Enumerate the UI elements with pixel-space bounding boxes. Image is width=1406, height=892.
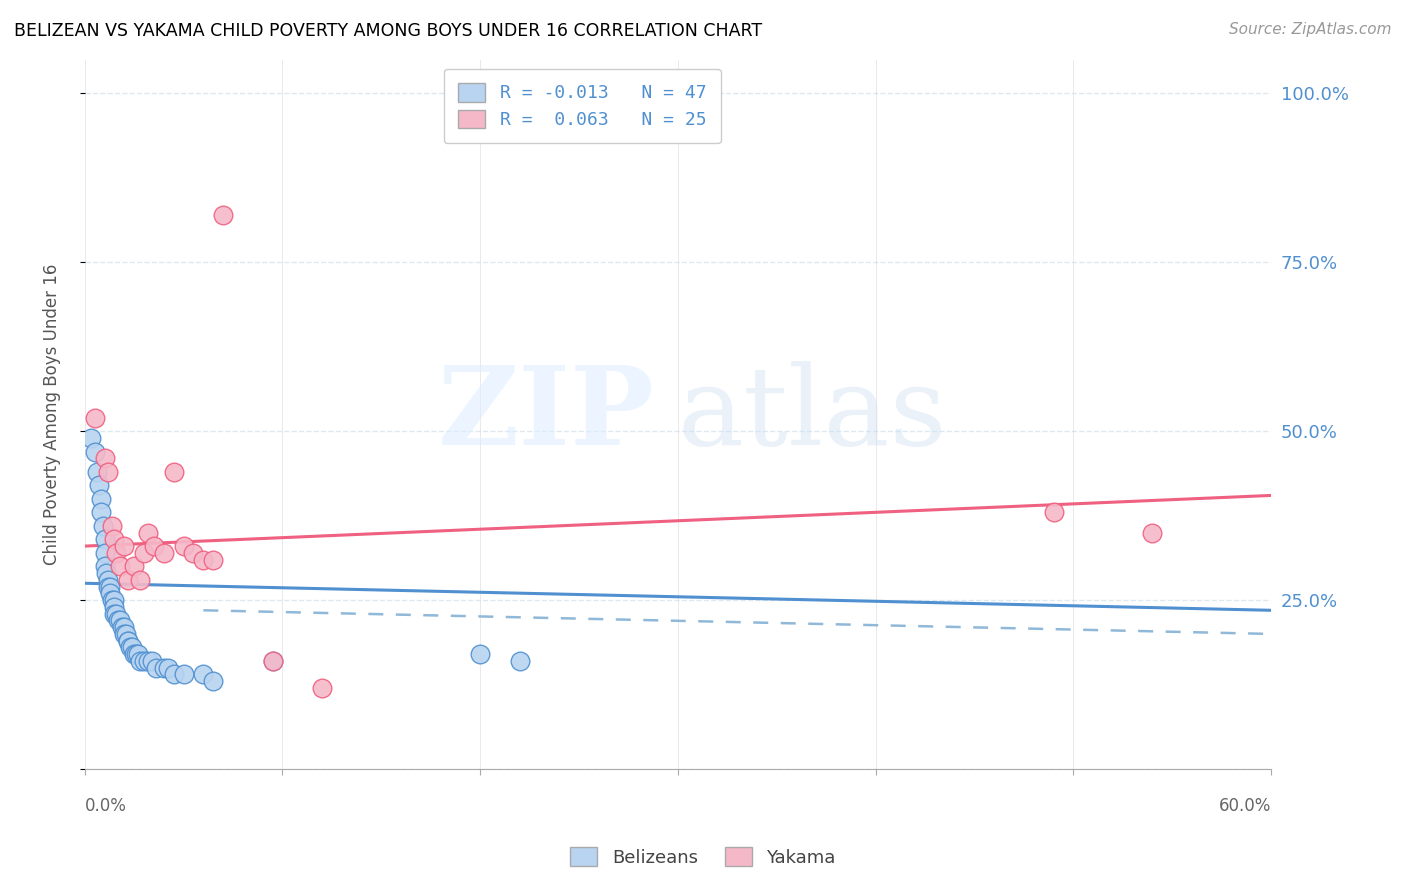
Point xyxy=(173,539,195,553)
Point xyxy=(105,546,128,560)
Point xyxy=(122,647,145,661)
Text: Source: ZipAtlas.com: Source: ZipAtlas.com xyxy=(1229,22,1392,37)
Point xyxy=(132,546,155,560)
Point xyxy=(1142,525,1164,540)
Point xyxy=(311,681,333,695)
Point xyxy=(127,647,149,661)
Legend: R = -0.013   N = 47, R =  0.063   N = 25: R = -0.013 N = 47, R = 0.063 N = 25 xyxy=(444,69,721,144)
Point xyxy=(97,465,120,479)
Point xyxy=(145,661,167,675)
Point xyxy=(86,465,108,479)
Point xyxy=(112,539,135,553)
Point xyxy=(93,546,115,560)
Point xyxy=(97,573,120,587)
Point xyxy=(101,593,124,607)
Point xyxy=(101,518,124,533)
Point xyxy=(100,580,122,594)
Point xyxy=(163,465,186,479)
Point xyxy=(193,552,215,566)
Point xyxy=(96,566,118,581)
Point xyxy=(93,533,115,547)
Y-axis label: Child Poverty Among Boys Under 16: Child Poverty Among Boys Under 16 xyxy=(44,264,60,565)
Point xyxy=(212,208,235,222)
Point xyxy=(122,559,145,574)
Point xyxy=(509,654,531,668)
Point xyxy=(156,661,179,675)
Text: 60.0%: 60.0% xyxy=(1219,797,1271,815)
Point xyxy=(132,654,155,668)
Point xyxy=(87,478,110,492)
Text: ZIP: ZIP xyxy=(437,361,654,467)
Text: BELIZEAN VS YAKAMA CHILD POVERTY AMONG BOYS UNDER 16 CORRELATION CHART: BELIZEAN VS YAKAMA CHILD POVERTY AMONG B… xyxy=(14,22,762,40)
Point xyxy=(90,491,112,506)
Point xyxy=(173,667,195,681)
Point xyxy=(110,559,132,574)
Point xyxy=(79,431,101,445)
Point xyxy=(93,559,115,574)
Point xyxy=(129,654,152,668)
Point xyxy=(262,654,284,668)
Point xyxy=(115,627,138,641)
Point xyxy=(136,525,159,540)
Point xyxy=(262,654,284,668)
Point xyxy=(111,620,134,634)
Point xyxy=(112,627,135,641)
Point xyxy=(112,620,135,634)
Point xyxy=(117,633,139,648)
Point xyxy=(83,410,105,425)
Point xyxy=(129,573,152,587)
Point xyxy=(202,674,225,689)
Point xyxy=(141,654,163,668)
Point xyxy=(142,539,165,553)
Point xyxy=(105,607,128,621)
Point xyxy=(153,661,176,675)
Point xyxy=(103,607,125,621)
Point xyxy=(163,667,186,681)
Point xyxy=(136,654,159,668)
Point xyxy=(90,505,112,519)
Point xyxy=(120,640,142,655)
Point xyxy=(103,533,125,547)
Point xyxy=(202,552,225,566)
Point xyxy=(183,546,205,560)
Point xyxy=(93,451,115,466)
Point xyxy=(470,647,492,661)
Point xyxy=(100,586,122,600)
Point xyxy=(153,546,176,560)
Point xyxy=(121,640,143,655)
Point xyxy=(117,633,139,648)
Point xyxy=(103,593,125,607)
Text: atlas: atlas xyxy=(678,361,948,467)
Point xyxy=(110,614,132,628)
Point xyxy=(107,614,129,628)
Point xyxy=(103,599,125,614)
Point xyxy=(125,647,148,661)
Point xyxy=(97,580,120,594)
Point xyxy=(193,667,215,681)
Legend: Belizeans, Yakama: Belizeans, Yakama xyxy=(562,840,844,874)
Text: 0.0%: 0.0% xyxy=(84,797,127,815)
Point xyxy=(83,444,105,458)
Point xyxy=(91,518,114,533)
Point xyxy=(117,573,139,587)
Point xyxy=(1042,505,1064,519)
